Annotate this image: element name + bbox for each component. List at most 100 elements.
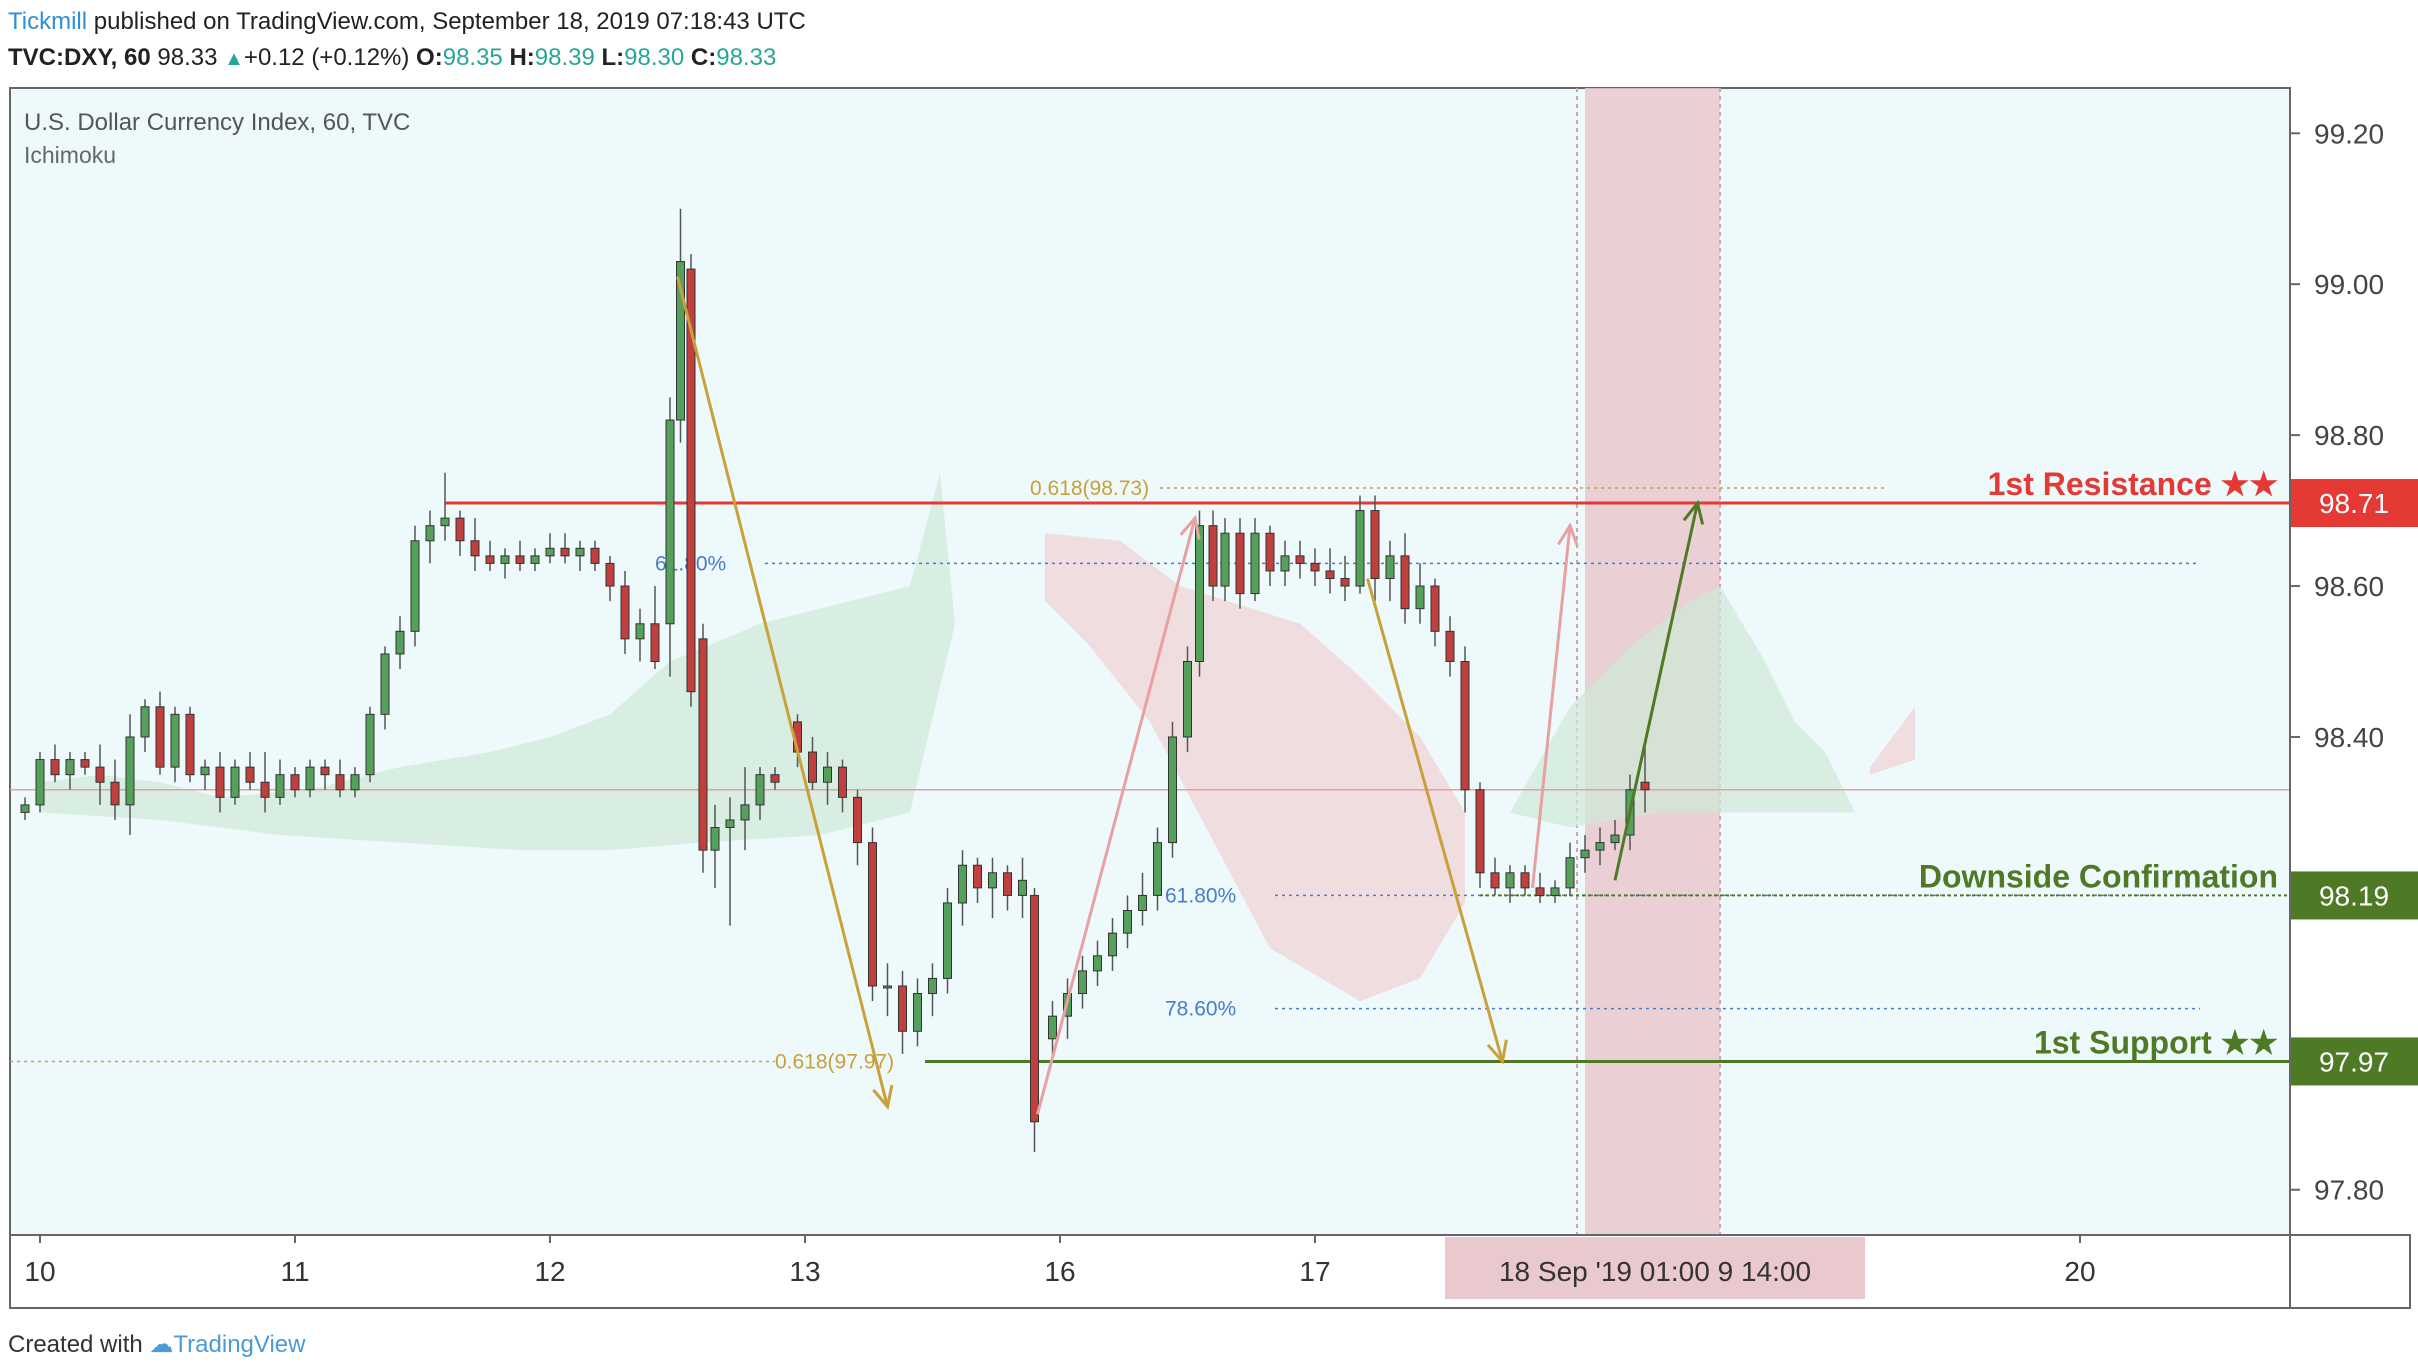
x-tick-label: 12 [534, 1256, 565, 1287]
projection-arrow [1531, 525, 1572, 889]
indicator-label: Ichimoku [24, 142, 116, 168]
projection-arrows [676, 276, 1705, 1115]
candle-body [560, 547, 570, 557]
candle-body [725, 819, 735, 829]
candle-body [335, 774, 345, 791]
candle-body [665, 419, 675, 625]
candle-body [515, 555, 525, 564]
x-highlight-label: 18 Sep '19 01:00 9 14:00 [1499, 1256, 1811, 1287]
candle-body [913, 993, 922, 1032]
candle-body [155, 706, 165, 768]
candle-body [898, 985, 907, 1032]
y-tick-label: 98.60 [2314, 571, 2384, 602]
high-label: H: [509, 44, 535, 71]
x-tick-label: 20 [2064, 1256, 2095, 1287]
candle-body [1595, 842, 1605, 851]
candle-body [140, 706, 150, 738]
y-tick-label: 99.20 [2314, 118, 2384, 149]
arrow-head [1557, 522, 1579, 547]
candle-body [305, 766, 315, 791]
candle-body [710, 827, 720, 851]
candle-body [575, 547, 585, 557]
candle-body [635, 623, 645, 640]
fib-label: 0.618(97.97) [775, 1050, 894, 1073]
candle-body [200, 766, 210, 776]
candle-body [1370, 510, 1380, 579]
projection-arrow [1366, 578, 1504, 1062]
tradingview-link[interactable]: TradingView [173, 1331, 306, 1358]
candle-body [245, 766, 255, 783]
candle-body [1250, 532, 1260, 595]
candle-body [350, 774, 360, 791]
candle-body [1580, 849, 1590, 859]
price-tag-label: 98.19 [2319, 880, 2389, 911]
candle-body [1340, 577, 1350, 587]
candle-body [1123, 910, 1132, 934]
candle-body [1415, 585, 1425, 610]
y-tick-label: 99.00 [2314, 269, 2384, 300]
low-label: L: [601, 44, 625, 71]
candle-body [20, 804, 30, 813]
candle-body [1325, 570, 1335, 579]
x-tick-label: 17 [1299, 1256, 1330, 1287]
candle-body [440, 517, 450, 527]
candle-body [928, 977, 937, 995]
triangle-up-icon: ▲ [224, 48, 244, 70]
candle-body [1030, 894, 1039, 1123]
close-value: 98.33 [716, 44, 777, 71]
y-tick-label: 98.80 [2314, 420, 2384, 451]
candle-body [1460, 661, 1470, 791]
candle-body [1505, 872, 1515, 889]
candle-body [943, 902, 952, 979]
candle-body [1220, 532, 1230, 587]
candle-body [485, 555, 495, 564]
candle-body [500, 555, 510, 564]
candle-body [1310, 562, 1320, 572]
brand-link[interactable]: Tickmill [8, 8, 88, 35]
candle-body [988, 872, 997, 889]
candle-body [1168, 736, 1177, 844]
arrow-head [1486, 1039, 1508, 1065]
candle-body [1535, 887, 1545, 896]
projection-arrow [1036, 517, 1197, 1115]
ichimoku-cloud [40, 472, 1915, 1002]
candle-body [170, 713, 180, 768]
candle-body [1430, 585, 1440, 632]
candle-body [958, 864, 967, 904]
arrow-head [1179, 514, 1201, 541]
price-tag-confirmation [2290, 871, 2418, 920]
x-tick-label: 13 [789, 1256, 820, 1287]
candle-body [320, 766, 330, 776]
projection-arrow [676, 276, 889, 1108]
cloud-green [40, 472, 955, 851]
candle-body [676, 261, 685, 421]
candle-body [755, 774, 765, 806]
close-label: C: [690, 44, 717, 71]
candle-body [823, 766, 832, 783]
candle-body [808, 751, 817, 783]
candle-body [425, 525, 435, 542]
level-name-confirmation: Downside Confirmation [1919, 858, 2278, 894]
candle-body [80, 759, 90, 768]
candle-body [1550, 887, 1560, 896]
candle-body [1235, 532, 1245, 595]
x-highlight-box [1445, 1237, 1865, 1299]
candle-body [530, 555, 540, 564]
candle-body [868, 842, 877, 987]
candle-body [1445, 630, 1455, 663]
candle-body [605, 562, 615, 587]
arrow-head [1682, 499, 1705, 525]
cloud-red [1870, 706, 1915, 775]
level-name-resistance: 1st Resistance ★★ [1988, 466, 2279, 502]
candle-body [230, 766, 240, 798]
candle-body [455, 517, 465, 542]
x-tick-label: 11 [280, 1256, 309, 1287]
candle-body [770, 774, 780, 783]
candle-body [1355, 510, 1365, 587]
candle-body [365, 713, 375, 776]
last-price: 98.33 [157, 44, 218, 71]
candle-body [380, 653, 390, 715]
fib-label: 0.618(98.73) [1030, 477, 1149, 500]
symbol-label: TVC:DXY, 60 [8, 44, 151, 71]
